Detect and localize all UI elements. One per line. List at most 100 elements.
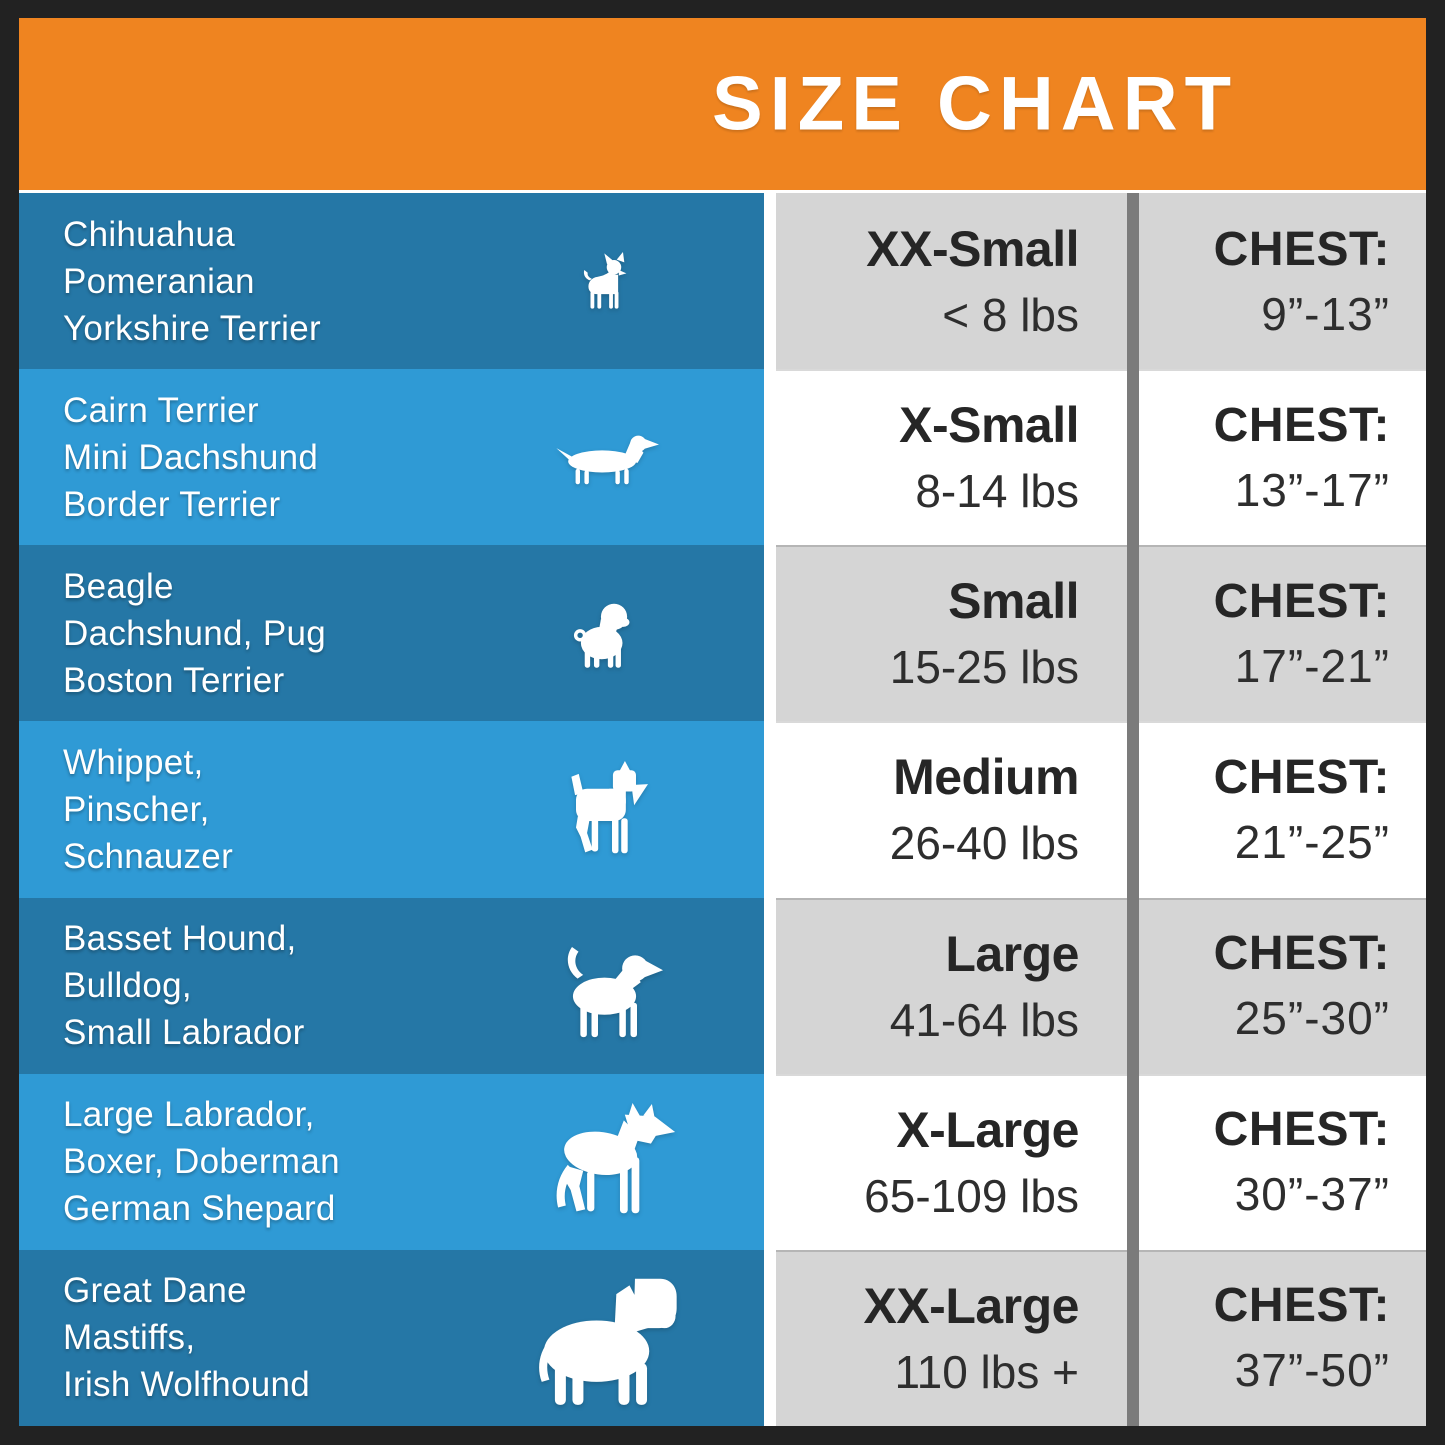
breed-line: Whippet, bbox=[63, 742, 204, 782]
chest-range: 13”-17” bbox=[1234, 463, 1390, 516]
chest-label: CHEST: bbox=[1213, 927, 1390, 981]
size-cell: Medium 26-40 lbs bbox=[776, 721, 1127, 898]
column-divider bbox=[1127, 897, 1139, 1074]
breed-line: Basset Hound, bbox=[63, 919, 297, 959]
breeds-cell: Large Labrador, Boxer, Doberman German S… bbox=[19, 1073, 764, 1250]
table-row: Cairn Terrier Mini Dachshund Border Terr… bbox=[19, 369, 1426, 546]
weight-range: 110 lbs + bbox=[894, 1345, 1079, 1398]
german-shepherd-icon bbox=[557, 1102, 676, 1214]
breed-list: Large Labrador, Boxer, Doberman German S… bbox=[19, 1091, 340, 1232]
breed-line: German Shepard bbox=[63, 1189, 336, 1229]
chest-range: 25”-30” bbox=[1234, 992, 1390, 1045]
table-row: Basset Hound, Bulldog, Small Labrador bbox=[19, 897, 1426, 1074]
table-row: Beagle Dachshund, Pug Boston Terrier bbox=[19, 545, 1426, 722]
breed-line: Large Labrador, bbox=[63, 1095, 315, 1135]
mastiff-icon bbox=[538, 1278, 677, 1405]
chest-cell: CHEST: 25”-30” bbox=[1139, 897, 1426, 1074]
weight-range: < 8 lbs bbox=[942, 289, 1079, 342]
size-cell: X-Large 65-109 lbs bbox=[776, 1073, 1127, 1250]
breed-line: Beagle bbox=[63, 566, 174, 606]
breed-list: Beagle Dachshund, Pug Boston Terrier bbox=[19, 563, 326, 704]
size-cell: Small 15-25 lbs bbox=[776, 545, 1127, 722]
breeds-cell: Whippet, Pinscher, Schnauzer bbox=[19, 721, 764, 898]
size-cell: XX-Large 110 lbs + bbox=[776, 1249, 1127, 1426]
column-divider bbox=[1127, 1249, 1139, 1426]
chest-label: CHEST: bbox=[1213, 574, 1390, 628]
dog-icon-slot bbox=[449, 1250, 759, 1426]
breed-line: Yorkshire Terrier bbox=[63, 308, 321, 348]
breed-list: Chihuahua Pomeranian Yorkshire Terrier bbox=[19, 211, 321, 352]
breed-line: Cairn Terrier bbox=[63, 390, 259, 430]
chest-cell: CHEST: 21”-25” bbox=[1139, 721, 1426, 898]
breed-line: Border Terrier bbox=[63, 484, 281, 524]
table-row: Whippet, Pinscher, Schnauzer bbox=[19, 721, 1426, 898]
column-gap bbox=[764, 1249, 776, 1426]
chest-range: 37”-50” bbox=[1234, 1344, 1390, 1397]
breed-list: Basset Hound, Bulldog, Small Labrador bbox=[19, 915, 305, 1056]
page-title: SIZE CHART bbox=[712, 61, 1238, 147]
chest-cell: CHEST: 9”-13” bbox=[1139, 193, 1426, 370]
dog-icon-slot bbox=[449, 1074, 759, 1250]
column-divider bbox=[1127, 193, 1139, 370]
size-name: Small bbox=[948, 573, 1079, 630]
column-gap bbox=[764, 1073, 776, 1250]
beagle-icon bbox=[567, 946, 663, 1037]
chest-cell: CHEST: 37”-50” bbox=[1139, 1249, 1426, 1426]
table-row: Great Dane Mastiffs, Irish Wolfhound bbox=[19, 1249, 1426, 1426]
chart-content: SIZE CHART Chihuahua Pomeranian Yorkshir… bbox=[19, 18, 1426, 1426]
chest-label: CHEST: bbox=[1213, 222, 1390, 276]
breeds-cell: Beagle Dachshund, Pug Boston Terrier bbox=[19, 545, 764, 722]
breed-line: Bulldog, bbox=[63, 966, 192, 1006]
table-row: Chihuahua Pomeranian Yorkshire Terrier bbox=[19, 193, 1426, 370]
column-divider bbox=[1127, 369, 1139, 546]
column-gap bbox=[764, 545, 776, 722]
dog-icon-slot bbox=[449, 545, 759, 721]
size-table: Chihuahua Pomeranian Yorkshire Terrier bbox=[19, 193, 1426, 1426]
breed-line: Dachshund, Pug bbox=[63, 613, 326, 653]
chest-range: 21”-25” bbox=[1234, 815, 1390, 868]
breed-line: Mini Dachshund bbox=[63, 437, 319, 477]
size-cell: Large 41-64 lbs bbox=[776, 897, 1127, 1074]
chest-range: 30”-37” bbox=[1234, 1168, 1390, 1221]
breed-line: Irish Wolfhound bbox=[63, 1365, 311, 1405]
column-divider bbox=[1127, 721, 1139, 898]
size-name: X-Large bbox=[896, 1101, 1079, 1158]
size-name: XX-Small bbox=[866, 221, 1079, 278]
breed-line: Pomeranian bbox=[63, 261, 255, 301]
dog-icon-slot bbox=[449, 369, 759, 545]
breed-line: Mastiffs, bbox=[63, 1318, 196, 1358]
breed-list: Cairn Terrier Mini Dachshund Border Terr… bbox=[19, 387, 318, 528]
breed-line: Schnauzer bbox=[63, 836, 234, 876]
chest-range: 9”-13” bbox=[1261, 287, 1390, 340]
breed-line: Chihuahua bbox=[63, 214, 236, 254]
chihuahua-icon bbox=[584, 252, 627, 309]
dachshund-icon bbox=[556, 435, 659, 485]
dog-icon-slot bbox=[449, 721, 759, 897]
size-name: Large bbox=[945, 925, 1079, 982]
chest-label: CHEST: bbox=[1213, 1279, 1390, 1333]
weight-range: 26-40 lbs bbox=[889, 817, 1079, 870]
chart-header: SIZE CHART bbox=[19, 18, 1426, 190]
breed-line: Great Dane bbox=[63, 1271, 247, 1311]
breeds-cell: Great Dane Mastiffs, Irish Wolfhound bbox=[19, 1249, 764, 1426]
column-gap bbox=[764, 193, 776, 370]
breed-line: Boxer, Doberman bbox=[63, 1142, 340, 1182]
size-name: X-Small bbox=[899, 397, 1079, 454]
table-row: Large Labrador, Boxer, Doberman German S… bbox=[19, 1073, 1426, 1250]
weight-range: 41-64 lbs bbox=[889, 993, 1079, 1046]
breed-line: Pinscher, bbox=[63, 789, 210, 829]
breeds-cell: Chihuahua Pomeranian Yorkshire Terrier bbox=[19, 193, 764, 370]
breed-line: Small Labrador bbox=[63, 1013, 305, 1053]
weight-range: 15-25 lbs bbox=[889, 641, 1079, 694]
breeds-cell: Basset Hound, Bulldog, Small Labrador bbox=[19, 897, 764, 1074]
size-cell: XX-Small < 8 lbs bbox=[776, 193, 1127, 370]
breeds-cell: Cairn Terrier Mini Dachshund Border Terr… bbox=[19, 369, 764, 546]
column-gap bbox=[764, 721, 776, 898]
chest-label: CHEST: bbox=[1213, 1103, 1390, 1157]
breed-line: Boston Terrier bbox=[63, 660, 285, 700]
size-name: XX-Large bbox=[863, 1277, 1079, 1334]
size-name: Medium bbox=[893, 749, 1079, 806]
breed-list: Whippet, Pinscher, Schnauzer bbox=[19, 739, 233, 880]
column-gap bbox=[764, 897, 776, 1074]
